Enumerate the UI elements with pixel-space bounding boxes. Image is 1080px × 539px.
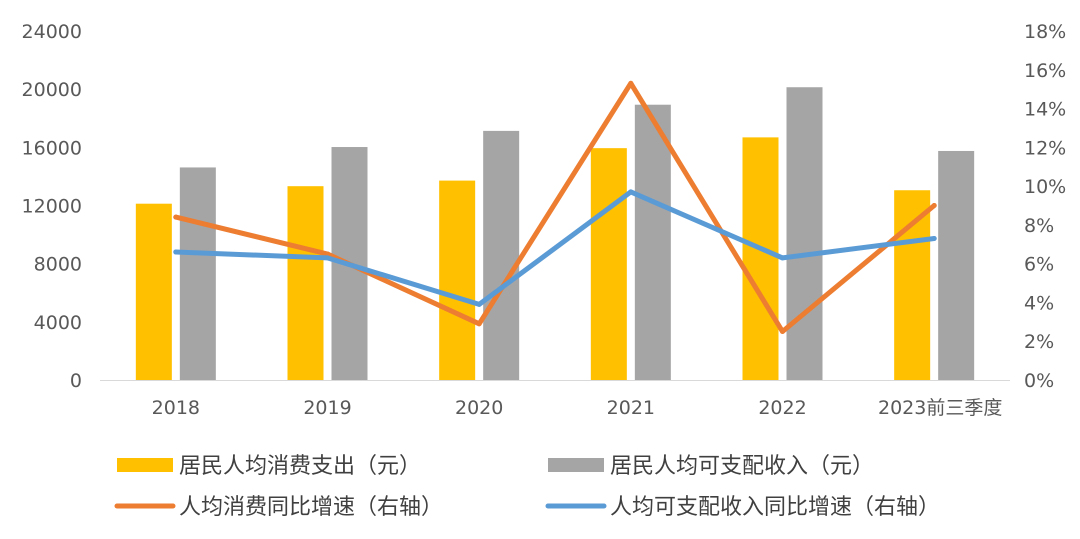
- x-tick-label: 2020: [455, 397, 503, 419]
- bar-1-2020: [439, 180, 476, 380]
- legend-swatch-1: [117, 458, 173, 472]
- y-right-tick-label: 4%: [1024, 292, 1054, 314]
- legend: 居民人均消费支出（元） 居民人均可支配收入（元） 人均消费同比增速（右轴） 人均可支配…: [114, 454, 940, 520]
- axis-layer: 0 4000 8000 12000 16000 20000 24000 0% 2% 4% 6% 8% 1…: [22, 21, 1067, 419]
- series-line-2-point: [931, 235, 937, 241]
- bar-2-2021: [634, 104, 671, 381]
- series-line-2-point: [628, 189, 634, 195]
- y-right-tick-label: 12%: [1024, 137, 1066, 159]
- y-left-tick-label: 20000: [22, 79, 82, 101]
- bar-2-2020: [483, 130, 520, 380]
- y-right-tick-label: 6%: [1024, 254, 1054, 276]
- y-right-tick-label: 2%: [1024, 331, 1054, 353]
- legend-label-2: 居民人均可支配收入（元）: [610, 454, 874, 479]
- y-right-tick-label: 8%: [1024, 215, 1054, 237]
- y-left-tick-label: 0: [70, 370, 82, 392]
- y-left-tick-label: 4000: [34, 312, 82, 334]
- series-line-1-point: [173, 214, 179, 220]
- bar-2-2018: [179, 167, 216, 380]
- bars-layer: [135, 87, 975, 381]
- series-line-1-point: [325, 251, 330, 257]
- y-right-tick-label: 10%: [1024, 176, 1066, 198]
- bar-2-2022: [786, 87, 823, 380]
- legend-swatch-2: [548, 458, 604, 472]
- bar-1-2018: [135, 203, 172, 380]
- series-line-1: [173, 80, 937, 334]
- y-left-tick-label: 12000: [22, 196, 82, 218]
- legend-label-1: 居民人均消费支出（元）: [179, 454, 421, 479]
- series-line-2-point: [476, 301, 482, 307]
- x-tick-label: 2019: [303, 397, 351, 419]
- x-tick-label: 2018: [152, 397, 200, 419]
- bar-1-2019: [287, 186, 324, 380]
- bar-1-2022: [742, 137, 779, 380]
- y-left-tick-label: 16000: [22, 137, 82, 159]
- bar-1-2021: [590, 148, 627, 380]
- lines-layer: [173, 80, 937, 335]
- series-line-1-point: [780, 329, 785, 335]
- legend-label-4: 人均可支配收入同比增速（右轴）: [610, 495, 940, 520]
- bar-2-2023前三季度: [938, 150, 975, 380]
- legend-label-3: 人均消费同比增速（右轴）: [179, 495, 443, 520]
- x-tick-label: 2021: [607, 397, 655, 419]
- y-right-tick-label: 16%: [1024, 60, 1066, 82]
- series-line-2: [173, 189, 937, 307]
- x-tick-label: 2022: [758, 397, 806, 419]
- y-left-tick-label: 24000: [22, 21, 82, 43]
- series-line-2-point: [173, 249, 179, 255]
- y-right-tick-label: 18%: [1024, 21, 1066, 43]
- y-right-tick-label: 0%: [1024, 370, 1054, 392]
- series-line-1-point: [476, 321, 482, 327]
- bar-1-2023前三季度: [894, 190, 931, 380]
- series-line-1-point: [931, 203, 937, 208]
- y-right-tick-label: 14%: [1024, 99, 1066, 121]
- x-tick-label: 2023前三季度: [878, 397, 1002, 419]
- series-line-1-point: [628, 80, 634, 86]
- series-line-2-point: [780, 255, 785, 261]
- series-line-2-point: [325, 255, 330, 261]
- y-left-tick-label: 8000: [34, 254, 82, 276]
